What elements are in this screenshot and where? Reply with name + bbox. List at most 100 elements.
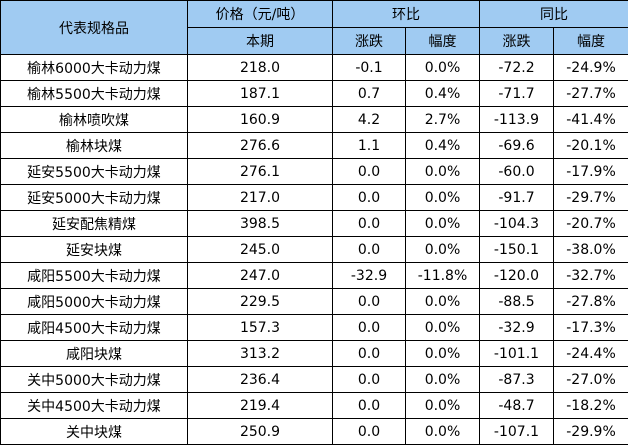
cell-mom-change: 0.0 xyxy=(332,158,406,185)
cell-mom-rate: 0.0% xyxy=(405,158,480,185)
cell-mom-rate: 0.0% xyxy=(405,314,480,341)
table-row: 延安块煤 245.0 0.0 0.0% -150.1 -38.0% xyxy=(0,236,628,263)
cell-mom-rate: 0.0% xyxy=(405,340,480,367)
cell-yoy-change: -32.9 xyxy=(479,314,554,341)
table-row: 榆林6000大卡动力煤 218.0 -0.1 0.0% -72.2 -24.9% xyxy=(0,54,628,81)
cell-yoy-rate: -29.9% xyxy=(553,418,628,445)
header-current-period: 本期 xyxy=(187,27,333,55)
cell-mom-change: 0.0 xyxy=(332,288,406,315)
cell-yoy-change: -69.6 xyxy=(479,132,554,159)
cell-yoy-change: -104.3 xyxy=(479,210,554,237)
cell-yoy-rate: -27.8% xyxy=(553,288,628,315)
cell-yoy-rate: -27.0% xyxy=(553,366,628,393)
cell-product-name: 咸阳5000大卡动力煤 xyxy=(0,288,188,315)
cell-mom-change: 0.0 xyxy=(332,236,406,263)
cell-product-name: 关中块煤 xyxy=(0,418,188,445)
cell-product-name: 榆林6000大卡动力煤 xyxy=(0,54,188,81)
cell-current-price: 250.9 xyxy=(187,418,333,445)
cell-current-price: 160.9 xyxy=(187,106,333,133)
cell-mom-rate: 0.0% xyxy=(405,392,480,419)
cell-mom-rate: 0.0% xyxy=(405,236,480,263)
cell-mom-change: -32.9 xyxy=(332,262,406,289)
cell-mom-change: 0.0 xyxy=(332,184,406,211)
header-mom-rate: 幅度 xyxy=(405,27,480,55)
cell-current-price: 247.0 xyxy=(187,262,333,289)
table-body: 榆林6000大卡动力煤 218.0 -0.1 0.0% -72.2 -24.9% 榆林550… xyxy=(0,54,628,445)
cell-yoy-rate: -17.3% xyxy=(553,314,628,341)
table-row: 关中5000大卡动力煤 236.4 0.0 0.0% -87.3 -27.0% xyxy=(0,366,628,393)
cell-yoy-change: -88.5 xyxy=(479,288,554,315)
cell-mom-change: 4.2 xyxy=(332,106,406,133)
cell-product-name: 关中5000大卡动力煤 xyxy=(0,366,188,393)
header-yoy-group: 同比 xyxy=(479,0,628,28)
cell-mom-rate: 0.0% xyxy=(405,210,480,237)
cell-yoy-rate: -38.0% xyxy=(553,236,628,263)
header-row-groups: 代表规格品 价格（元/吨） 环比 同比 xyxy=(0,0,628,55)
cell-mom-rate: 0.0% xyxy=(405,54,480,81)
cell-mom-change: 0.7 xyxy=(332,80,406,107)
header-product: 代表规格品 xyxy=(0,0,188,55)
table-row: 关中块煤 250.9 0.0 0.0% -107.1 -29.9% xyxy=(0,418,628,445)
cell-current-price: 219.4 xyxy=(187,392,333,419)
cell-mom-change: 0.0 xyxy=(332,366,406,393)
cell-mom-rate: 0.0% xyxy=(405,288,480,315)
table-row: 榆林5500大卡动力煤 187.1 0.7 0.4% -71.7 -27.7% xyxy=(0,80,628,107)
table-row: 关中4500大卡动力煤 219.4 0.0 0.0% -48.7 -18.2% xyxy=(0,392,628,419)
cell-product-name: 咸阳5500大卡动力煤 xyxy=(0,262,188,289)
cell-yoy-change: -91.7 xyxy=(479,184,554,211)
cell-yoy-rate: -32.7% xyxy=(553,262,628,289)
cell-product-name: 延安配焦精煤 xyxy=(0,210,188,237)
cell-yoy-change: -150.1 xyxy=(479,236,554,263)
cell-yoy-change: -87.3 xyxy=(479,366,554,393)
cell-current-price: 187.1 xyxy=(187,80,333,107)
cell-mom-rate: 0.0% xyxy=(405,366,480,393)
cell-yoy-change: -60.0 xyxy=(479,158,554,185)
table-row: 延安配焦精煤 398.5 0.0 0.0% -104.3 -20.7% xyxy=(0,210,628,237)
cell-mom-change: 0.0 xyxy=(332,314,406,341)
cell-product-name: 延安5500大卡动力煤 xyxy=(0,158,188,185)
cell-product-name: 延安块煤 xyxy=(0,236,188,263)
table-header: 代表规格品 价格（元/吨） 环比 同比 本期 涨跌 幅度 涨跌 幅度 xyxy=(0,0,628,55)
cell-mom-change: 0.0 xyxy=(332,418,406,445)
cell-yoy-rate: -27.7% xyxy=(553,80,628,107)
header-yoy-rate: 幅度 xyxy=(553,27,628,55)
cell-yoy-change: -71.7 xyxy=(479,80,554,107)
cell-mom-change: 0.0 xyxy=(332,392,406,419)
cell-yoy-rate: -29.7% xyxy=(553,184,628,211)
cell-yoy-rate: -18.2% xyxy=(553,392,628,419)
cell-product-name: 榆林5500大卡动力煤 xyxy=(0,80,188,107)
cell-product-name: 关中4500大卡动力煤 xyxy=(0,392,188,419)
cell-yoy-rate: -41.4% xyxy=(553,106,628,133)
cell-current-price: 229.5 xyxy=(187,288,333,315)
cell-current-price: 276.1 xyxy=(187,158,333,185)
cell-mom-change: 0.0 xyxy=(332,210,406,237)
cell-mom-rate: 2.7% xyxy=(405,106,480,133)
header-mom-change: 涨跌 xyxy=(332,27,406,55)
cell-yoy-change: -72.2 xyxy=(479,54,554,81)
table-row: 咸阳5000大卡动力煤 229.5 0.0 0.0% -88.5 -27.8% xyxy=(0,288,628,315)
cell-yoy-rate: -17.9% xyxy=(553,158,628,185)
cell-yoy-rate: -20.1% xyxy=(553,132,628,159)
cell-yoy-change: -101.1 xyxy=(479,340,554,367)
cell-mom-rate: 0.0% xyxy=(405,418,480,445)
cell-mom-change: 1.1 xyxy=(332,132,406,159)
cell-yoy-change: -107.1 xyxy=(479,418,554,445)
cell-mom-change: -0.1 xyxy=(332,54,406,81)
table-row: 榆林喷吹煤 160.9 4.2 2.7% -113.9 -41.4% xyxy=(0,106,628,133)
cell-mom-change: 0.0 xyxy=(332,340,406,367)
cell-yoy-rate: -20.7% xyxy=(553,210,628,237)
table-row: 咸阳5500大卡动力煤 247.0 -32.9 -11.8% -120.0 -32.7% xyxy=(0,262,628,289)
cell-current-price: 236.4 xyxy=(187,366,333,393)
cell-mom-rate: 0.4% xyxy=(405,132,480,159)
header-row-sub: 本期 涨跌 幅度 涨跌 幅度 xyxy=(1,27,628,55)
cell-current-price: 218.0 xyxy=(187,54,333,81)
cell-product-name: 咸阳4500大卡动力煤 xyxy=(0,314,188,341)
header-yoy-change: 涨跌 xyxy=(479,27,554,55)
cell-yoy-rate: -24.4% xyxy=(553,340,628,367)
table-row: 咸阳块煤 313.2 0.0 0.0% -101.1 -24.4% xyxy=(0,340,628,367)
cell-product-name: 咸阳块煤 xyxy=(0,340,188,367)
cell-current-price: 245.0 xyxy=(187,236,333,263)
cell-product-name: 榆林块煤 xyxy=(0,132,188,159)
table-row: 延安5000大卡动力煤 217.0 0.0 0.0% -91.7 -29.7% xyxy=(0,184,628,211)
